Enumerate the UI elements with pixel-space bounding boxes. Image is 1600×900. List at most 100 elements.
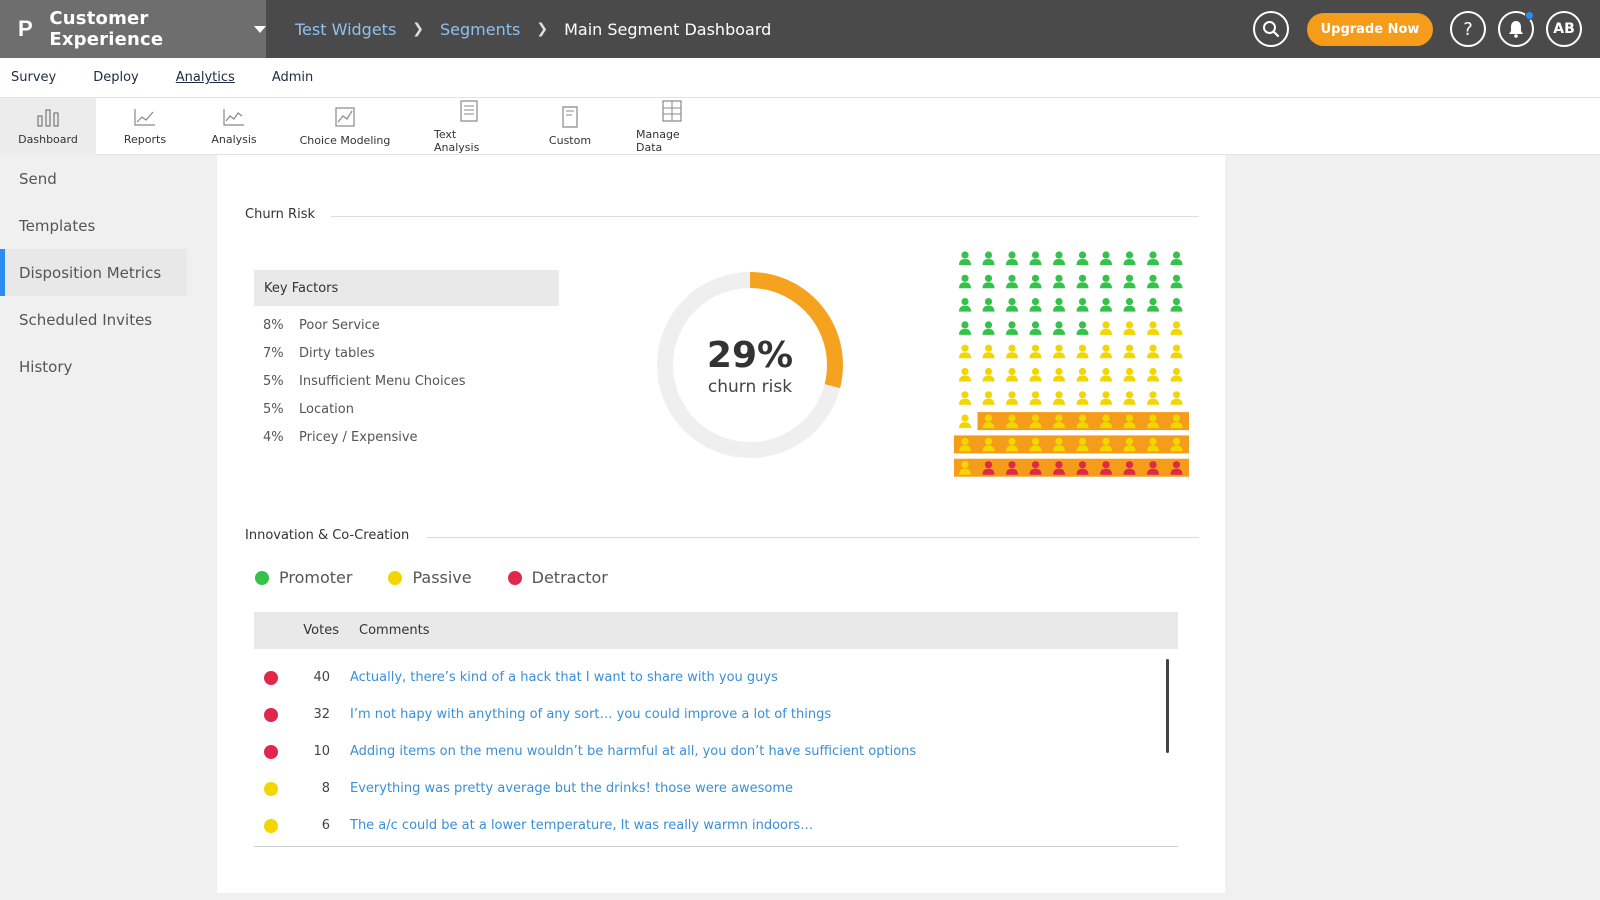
breadcrumb-test-widgets[interactable]: Test Widgets [295, 19, 397, 39]
person-icon [1053, 274, 1065, 289]
key-factor-percent: 4% [263, 430, 284, 445]
row-comment-link[interactable]: The a/c could be at a lower temperature,… [350, 818, 814, 833]
row-comment-link[interactable]: Actually, there’s kind of a hack that I … [350, 670, 778, 685]
person-icon [1147, 414, 1159, 429]
sidebar-item-templates[interactable]: Templates [19, 216, 96, 235]
section-divider [331, 216, 1199, 217]
row-comment-link[interactable]: Adding items on the menu wouldn’t be har… [350, 744, 917, 759]
person-icon [1053, 414, 1065, 429]
table-row: 32 I’m not hapy with anything of any sor… [254, 696, 1154, 733]
passive-dot-icon [388, 570, 403, 585]
person-icon [1100, 437, 1112, 452]
upgrade-now-button[interactable]: Upgrade Now [1307, 13, 1433, 46]
person-icon [1053, 344, 1065, 359]
table-row: 8 Everything was pretty average but the … [254, 770, 1154, 807]
section-title-innovation: Innovation & Co-Creation [245, 528, 410, 543]
key-factor-percent: 5% [263, 374, 284, 389]
person-icon [1123, 437, 1136, 452]
tool-dashboard[interactable]: Dashboard [0, 98, 96, 155]
detractor-dot-icon [264, 744, 278, 759]
row-votes: 6 [321, 818, 330, 833]
app-title: Customer Experience [49, 8, 164, 50]
person-icon [1029, 391, 1042, 405]
nav-survey[interactable]: Survey [11, 70, 57, 85]
person-icon [1100, 298, 1112, 312]
sidebar-item-disposition-metrics[interactable]: Disposition Metrics [0, 249, 187, 296]
sidebar-item-scheduled-invites[interactable]: Scheduled Invites [19, 310, 153, 329]
tool-custom[interactable]: Custom [522, 98, 618, 155]
column-header-votes[interactable]: Votes [303, 623, 339, 638]
person-icon [1029, 251, 1042, 265]
person-icon [982, 391, 995, 405]
legend-label: Promoter [279, 568, 353, 587]
person-icon [1006, 274, 1018, 289]
person-icon [1123, 391, 1136, 405]
legend-item-detractor: Detractor [507, 568, 608, 587]
search-button[interactable] [1253, 11, 1289, 47]
person-icon [1123, 414, 1136, 429]
key-factor-row: 7% Dirty tables [263, 346, 375, 361]
person-icon [1123, 251, 1136, 265]
person-icon [1029, 321, 1042, 335]
churn-risk-donut [657, 272, 843, 458]
detractor-dot-icon [264, 670, 278, 685]
tool-analysis[interactable]: Analysis [194, 98, 274, 155]
key-factor-label: Pricey / Expensive [299, 430, 418, 445]
person-icon [1100, 414, 1112, 429]
person-icon [1029, 437, 1042, 452]
person-icon [1170, 414, 1183, 429]
legend-label: Passive [412, 568, 472, 587]
sidebar-item-history[interactable]: History [19, 357, 73, 376]
person-icon [1006, 321, 1018, 335]
person-icon [1006, 391, 1018, 405]
legend-item-promoter: Promoter [255, 568, 352, 587]
person-icon [1076, 298, 1089, 312]
person-icon [1076, 344, 1089, 359]
person-icon [982, 344, 995, 359]
person-icon [982, 437, 995, 452]
notifications-button[interactable] [1498, 11, 1534, 47]
person-icon [1147, 274, 1159, 289]
person-icon [982, 414, 995, 429]
tool-analysis-label: Analysis [211, 133, 257, 146]
sidebar-item-send[interactable]: Send [19, 169, 57, 188]
tool-text-analysis[interactable]: Text Analysis [416, 98, 522, 155]
person-icon [1006, 367, 1018, 382]
tool-reports[interactable]: Reports [96, 98, 194, 155]
person-icon [1076, 367, 1089, 382]
table-scrollbar[interactable] [1166, 659, 1169, 753]
churn-risk-label: churn risk [707, 377, 793, 397]
nav-admin[interactable]: Admin [271, 70, 314, 85]
table-row: 10 Adding items on the menu wouldn’t be … [254, 733, 1154, 770]
caret-down-icon [254, 25, 266, 33]
table-header: Votes Comments [254, 612, 1178, 649]
help-icon: ? [1463, 18, 1473, 40]
person-icon [1029, 344, 1042, 359]
person-icon [1053, 298, 1065, 312]
person-icon [1006, 414, 1018, 429]
row-votes: 10 [313, 744, 330, 759]
top-bar: P Customer Experience Test Widgets ❯ Seg… [0, 0, 1600, 58]
tool-manage-data[interactable]: Manage Data [618, 98, 726, 155]
person-icon [1100, 251, 1112, 265]
person-icon [1170, 251, 1183, 265]
row-comment-link[interactable]: I’m not hapy with anything of any sort… … [350, 707, 832, 722]
column-header-comments[interactable]: Comments [359, 623, 430, 638]
help-button[interactable]: ? [1450, 11, 1486, 47]
person-icon [1170, 344, 1183, 359]
person-icon [1076, 461, 1089, 475]
user-avatar-button[interactable]: AB [1546, 11, 1582, 47]
search-icon [1263, 21, 1280, 38]
breadcrumb-segments[interactable]: Segments [440, 19, 521, 39]
key-factor-label: Insufficient Menu Choices [299, 374, 466, 389]
person-icon [959, 461, 971, 475]
row-comment-link[interactable]: Everything was pretty average but the dr… [350, 781, 793, 796]
nav-analytics[interactable]: Analytics [175, 70, 235, 85]
nav-deploy[interactable]: Deploy [93, 70, 139, 85]
person-icon [1006, 344, 1018, 359]
app-switcher[interactable]: P Customer Experience [0, 0, 266, 58]
person-icon [1053, 251, 1065, 265]
breadcrumb-current-page: Main Segment Dashboard [564, 19, 772, 39]
bell-icon [1509, 21, 1523, 38]
tool-choice-modeling[interactable]: Choice Modeling [274, 98, 416, 155]
